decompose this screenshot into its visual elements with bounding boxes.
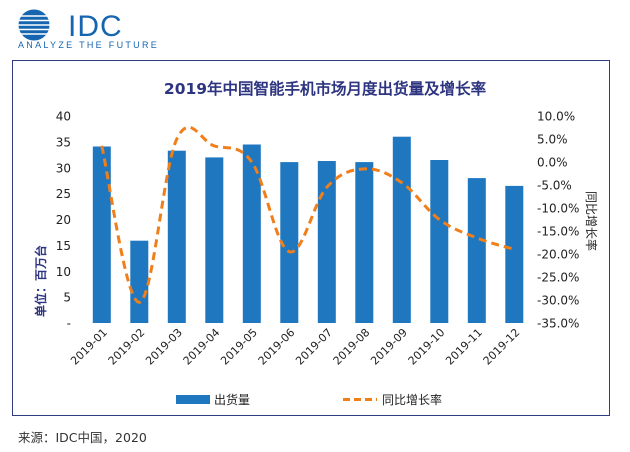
x-tick-label: 2019-11 [443, 326, 485, 368]
bar [205, 157, 224, 323]
right-tick-label: 5.0% [537, 133, 568, 147]
x-tick-label: 2019-06 [256, 326, 298, 368]
x-axis-ticks: 2019-012019-022019-032019-042019-052019-… [68, 326, 522, 368]
bar [317, 161, 336, 323]
x-tick-label: 2019-02 [106, 326, 148, 368]
x-tick-label: 2019-03 [143, 326, 185, 368]
left-tick-label: 30 [56, 161, 71, 175]
tagline: ANALYZE THE FUTURE [18, 40, 160, 50]
left-tick-label: 35 [56, 135, 71, 149]
source-note: 来源：IDC中国，2020 [18, 430, 147, 445]
left-axis-ticks: - 5 10 15 20 25 30 35 40 [56, 110, 71, 331]
legend-line-label: 同比增长率 [382, 392, 442, 407]
x-tick-label: 2019-12 [481, 326, 523, 368]
bar [355, 162, 374, 323]
bars-layer [92, 136, 524, 323]
left-tick-label: 40 [56, 110, 71, 124]
idc-logo: IDC [14, 6, 154, 54]
legend-bar-label: 出货量 [214, 392, 250, 407]
growth-line [100, 125, 515, 304]
right-tick-label: -5.0% [537, 179, 572, 193]
chart-svg: 2019年中国智能手机市场月度出货量及增长率 -510152025303540 … [33, 79, 599, 407]
bar [505, 185, 524, 323]
right-tick-label: 0.0% [537, 156, 568, 170]
chart-frame: 2019年中国智能手机市场月度出货量及增长率 -5 10 15 20 25 30 35 40 … [12, 60, 610, 416]
x-tick-label: 2019-10 [406, 326, 448, 368]
right-tick-label: -15.0% [537, 225, 579, 239]
x-tick-label: 2019-08 [331, 326, 373, 368]
bar [242, 144, 261, 323]
bar [167, 150, 186, 323]
right-tick-label: 10.0% [537, 110, 575, 124]
left-tick-label: 10 [56, 265, 71, 279]
right-tick-label: -10.0% [537, 202, 579, 216]
logo-text: IDC [68, 10, 123, 43]
bar [430, 160, 449, 323]
left-axis-label: 单位：百万台 [33, 245, 48, 317]
bar [392, 136, 411, 323]
bar [280, 162, 299, 323]
legend-bar-swatch [176, 395, 210, 404]
left-tick-label: 25 [56, 187, 71, 201]
x-tick-label: 2019-04 [181, 326, 223, 368]
left-tick-label: 5 [63, 291, 71, 305]
legend: 出货量 同比增长率 [176, 392, 442, 407]
x-tick-label: 2019-09 [368, 326, 410, 368]
right-tick-label: -30.0% [537, 294, 579, 308]
right-tick-label: -35.0% [537, 317, 579, 331]
bar [92, 146, 111, 323]
left-tick-label: - [67, 317, 71, 331]
x-tick-label: 2019-01 [68, 326, 110, 368]
x-tick-label: 2019-05 [218, 326, 260, 368]
x-tick-label: 2019-07 [293, 326, 335, 368]
bar [130, 240, 149, 323]
right-axis-label: 同比增长率 [584, 191, 599, 251]
chart-title: 2019年中国智能手机市场月度出货量及增长率 [164, 79, 487, 98]
right-tick-label: -20.0% [537, 248, 579, 262]
right-tick-label: -25.0% [537, 271, 579, 285]
globe-icon [18, 9, 50, 41]
left-tick-label: 15 [56, 239, 71, 253]
right-axis-ticks: -35.0% -30.0% -25.0% -20.0% -15.0% -10.0% -5.0… [537, 110, 579, 331]
line-layer [100, 125, 515, 304]
bar [467, 178, 486, 323]
left-tick-label: 20 [56, 213, 71, 227]
